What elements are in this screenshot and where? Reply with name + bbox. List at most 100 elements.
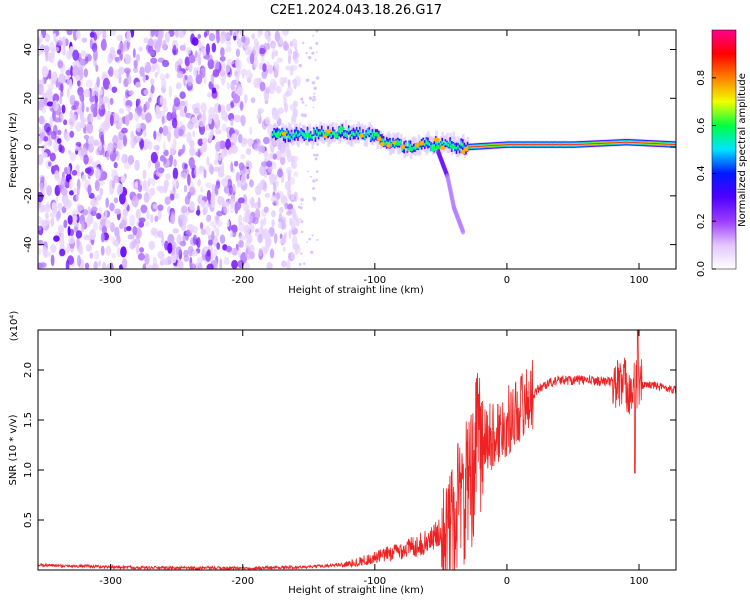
noise-blob bbox=[53, 117, 61, 123]
y-tick-label: 1.0 bbox=[23, 462, 34, 478]
noise-blob bbox=[96, 30, 100, 40]
noise-blob bbox=[58, 73, 66, 85]
signal-band bbox=[519, 144, 521, 146]
noise-blob bbox=[194, 50, 198, 58]
noise-blob bbox=[200, 102, 207, 113]
noise-blob bbox=[101, 261, 107, 269]
noise-blob bbox=[216, 140, 221, 151]
noise-blob bbox=[165, 73, 170, 79]
noise-blob bbox=[38, 215, 42, 225]
signal-band bbox=[585, 143, 588, 145]
noise-blob bbox=[241, 72, 245, 79]
noise-speckle bbox=[314, 98, 317, 101]
noise-blob bbox=[225, 46, 232, 53]
signal-band bbox=[289, 136, 291, 139]
noise-blob bbox=[157, 251, 165, 259]
noise-blob bbox=[95, 148, 101, 156]
y-tick-label: 0.5 bbox=[23, 512, 34, 528]
noise-blob bbox=[283, 96, 287, 107]
signal-hotspot bbox=[439, 145, 446, 150]
noise-blob bbox=[239, 101, 244, 112]
noise-blob bbox=[127, 155, 135, 165]
noise-blob bbox=[135, 53, 141, 62]
y-tick-label: -20 bbox=[23, 188, 34, 204]
noise-blob bbox=[83, 68, 89, 78]
noise-blob bbox=[89, 245, 93, 251]
signal-band bbox=[630, 141, 632, 143]
noise-blob bbox=[186, 74, 193, 87]
noise-blob bbox=[274, 50, 279, 57]
noise-blob bbox=[230, 161, 234, 173]
signal-band bbox=[436, 141, 439, 144]
noise-blob bbox=[239, 30, 245, 36]
noise-blob bbox=[107, 142, 114, 155]
noise-blob bbox=[135, 208, 141, 219]
signal-band bbox=[507, 144, 510, 146]
noise-blob bbox=[165, 173, 171, 180]
signal-band bbox=[332, 131, 334, 134]
noise-blob bbox=[172, 138, 177, 150]
noise-speckle bbox=[311, 98, 315, 102]
noise-blob bbox=[240, 173, 247, 186]
signal-band bbox=[449, 141, 451, 144]
noise-blob bbox=[96, 76, 100, 88]
signal-band bbox=[501, 144, 504, 146]
noise-blob bbox=[231, 259, 238, 269]
noise-blob bbox=[257, 108, 265, 114]
noise-blob bbox=[174, 60, 180, 73]
noise-blob bbox=[51, 48, 55, 58]
noise-blob bbox=[230, 118, 234, 127]
noise-blob bbox=[71, 105, 77, 111]
signal-band bbox=[462, 143, 464, 147]
noise-blob bbox=[176, 260, 184, 269]
noise-blob bbox=[254, 231, 259, 238]
signal-hotspot bbox=[433, 137, 440, 142]
noise-blob bbox=[94, 96, 99, 104]
signal-band bbox=[366, 131, 369, 133]
y-tick-label: 2.0 bbox=[23, 362, 34, 378]
noise-blob bbox=[89, 31, 95, 38]
noise-blob bbox=[72, 65, 79, 78]
noise-blob bbox=[172, 167, 179, 180]
noise-blob bbox=[191, 250, 198, 257]
noise-blob bbox=[161, 78, 167, 89]
signal-band bbox=[579, 143, 581, 145]
noise-blob bbox=[41, 152, 48, 159]
noise-blob bbox=[117, 183, 124, 195]
noise-blob bbox=[198, 164, 203, 175]
noise-speckle bbox=[299, 218, 302, 220]
noise-blob bbox=[57, 224, 65, 234]
signal-band bbox=[582, 143, 585, 145]
noise-blob bbox=[226, 82, 230, 90]
noise-blob bbox=[43, 249, 49, 258]
noise-speckle bbox=[305, 104, 308, 107]
noise-blob bbox=[243, 224, 251, 236]
noise-speckle bbox=[305, 51, 308, 55]
noise-blob bbox=[290, 252, 295, 261]
noise-blob bbox=[230, 133, 238, 144]
noise-blob bbox=[118, 108, 125, 114]
noise-blob bbox=[157, 204, 164, 211]
noise-blob bbox=[213, 225, 217, 233]
signal-band bbox=[311, 136, 314, 139]
noise-blob bbox=[201, 142, 208, 153]
noise-blob bbox=[146, 264, 154, 269]
signal-band bbox=[506, 144, 508, 146]
noise-blob bbox=[44, 203, 51, 213]
noise-blob bbox=[209, 165, 214, 175]
signal-halo bbox=[320, 130, 324, 143]
noise-blob bbox=[219, 55, 226, 62]
noise-speckle bbox=[298, 263, 302, 266]
signal-band bbox=[428, 142, 431, 146]
noise-blob bbox=[286, 259, 291, 269]
noise-blob bbox=[38, 115, 45, 125]
noise-blob bbox=[212, 69, 220, 78]
noise-blob bbox=[105, 245, 112, 256]
noise-blob bbox=[201, 248, 206, 261]
signal-band bbox=[561, 144, 564, 146]
noise-blob bbox=[86, 121, 94, 134]
signal-band bbox=[347, 129, 350, 131]
noise-blob bbox=[268, 82, 275, 95]
noise-blob bbox=[228, 198, 236, 204]
noise-blob bbox=[197, 138, 204, 147]
